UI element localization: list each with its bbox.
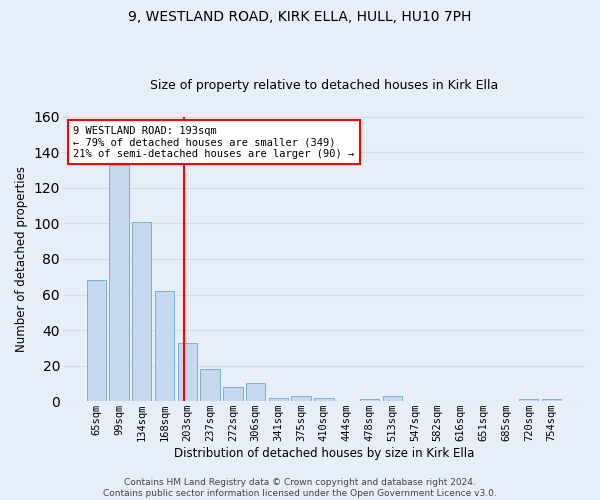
- Text: 9 WESTLAND ROAD: 193sqm
← 79% of detached houses are smaller (349)
21% of semi-d: 9 WESTLAND ROAD: 193sqm ← 79% of detache…: [73, 126, 355, 159]
- Bar: [314, 398, 334, 401]
- Bar: [383, 396, 402, 401]
- Bar: [519, 400, 538, 401]
- Bar: [269, 398, 288, 401]
- Bar: [132, 222, 151, 401]
- Bar: [178, 342, 197, 401]
- Bar: [109, 165, 128, 401]
- Bar: [200, 369, 220, 401]
- Text: 9, WESTLAND ROAD, KIRK ELLA, HULL, HU10 7PH: 9, WESTLAND ROAD, KIRK ELLA, HULL, HU10 …: [128, 10, 472, 24]
- X-axis label: Distribution of detached houses by size in Kirk Ella: Distribution of detached houses by size …: [174, 447, 474, 460]
- Y-axis label: Number of detached properties: Number of detached properties: [15, 166, 28, 352]
- Text: Contains HM Land Registry data © Crown copyright and database right 2024.
Contai: Contains HM Land Registry data © Crown c…: [103, 478, 497, 498]
- Title: Size of property relative to detached houses in Kirk Ella: Size of property relative to detached ho…: [150, 79, 498, 92]
- Bar: [155, 291, 174, 401]
- Bar: [360, 400, 379, 401]
- Bar: [246, 384, 265, 401]
- Bar: [542, 400, 561, 401]
- Bar: [86, 280, 106, 401]
- Bar: [223, 387, 242, 401]
- Bar: [292, 396, 311, 401]
